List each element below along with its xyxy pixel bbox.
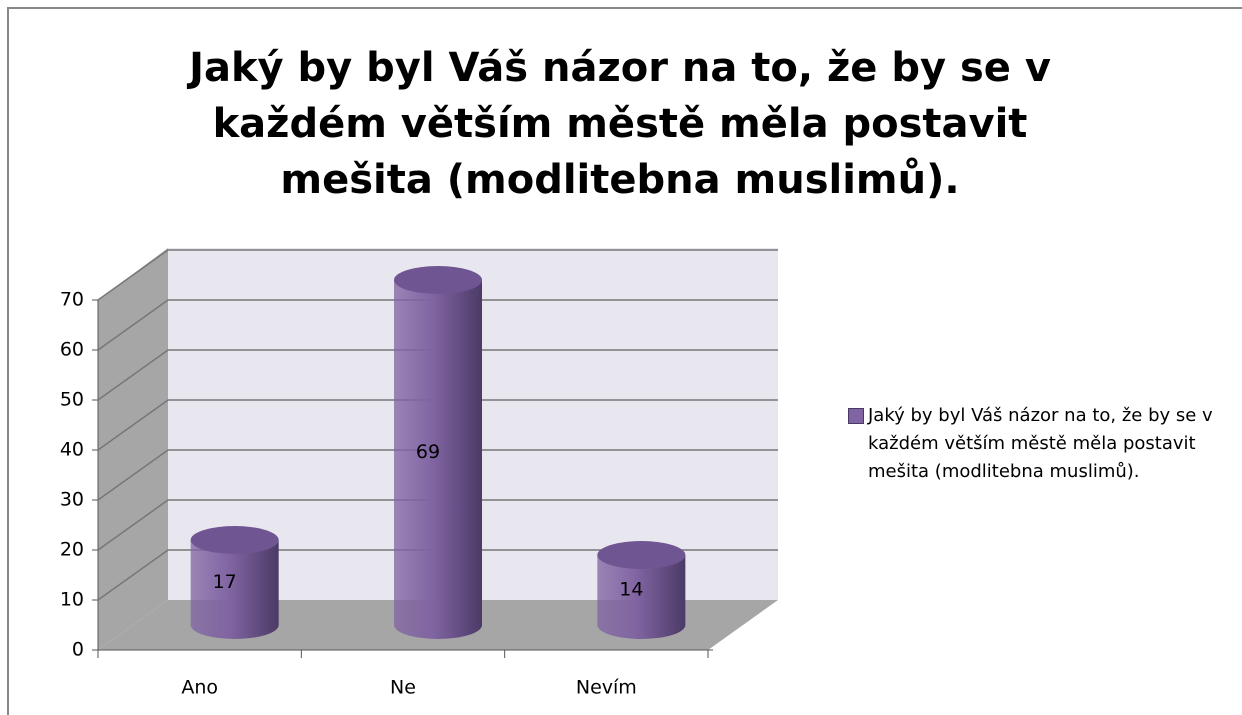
y-tick-label: 30 xyxy=(60,489,84,511)
bar xyxy=(190,540,279,640)
y-tick-label: 70 xyxy=(60,289,84,311)
x-tick-label: Ne xyxy=(390,677,416,699)
x-tick-label: Nevím xyxy=(576,677,637,699)
bar xyxy=(394,280,482,639)
legend-label: Jaký by byl Váš názor na to, že by se v … xyxy=(868,405,1213,482)
grid-line xyxy=(97,399,778,451)
value-label: 69 xyxy=(416,441,440,463)
grid-line xyxy=(97,249,778,301)
bar-top xyxy=(190,526,279,554)
frame xyxy=(7,7,1242,715)
grid-line xyxy=(97,549,778,601)
x-tick-label: Ano xyxy=(181,677,218,699)
y-tick-label: 0 xyxy=(72,639,84,661)
grid-line xyxy=(97,299,778,351)
bar-top xyxy=(394,266,482,294)
y-tick-label: 40 xyxy=(60,439,84,461)
y-tick-label: 10 xyxy=(60,589,84,611)
legend-swatch xyxy=(848,408,864,424)
grid-line xyxy=(97,449,778,501)
chart-title: Jaký by byl Váš názor na to, že by se v … xyxy=(189,45,1051,203)
bar xyxy=(597,555,686,640)
y-tick-label: 50 xyxy=(60,389,84,411)
grid-line xyxy=(97,499,778,551)
legend: Jaký by byl Váš názor na to, že by se v … xyxy=(848,402,1228,486)
side-wall xyxy=(98,248,168,650)
bar-top xyxy=(597,541,686,569)
grid-line xyxy=(97,349,778,401)
y-tick-label: 20 xyxy=(60,539,84,561)
y-tick-label: 60 xyxy=(60,339,84,361)
value-label: 17 xyxy=(213,571,237,593)
value-label: 14 xyxy=(619,579,643,601)
